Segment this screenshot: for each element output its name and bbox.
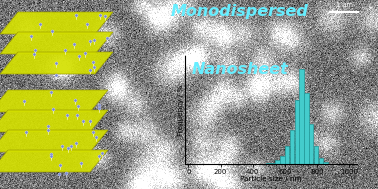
Polygon shape xyxy=(0,90,108,112)
Text: Nanosheet: Nanosheet xyxy=(192,62,288,77)
Polygon shape xyxy=(0,52,113,74)
Polygon shape xyxy=(0,12,113,34)
Polygon shape xyxy=(0,150,108,172)
Text: 1 μm: 1 μm xyxy=(336,2,352,8)
Text: Monodispersed: Monodispersed xyxy=(171,4,309,19)
Polygon shape xyxy=(0,130,108,152)
Polygon shape xyxy=(0,32,113,54)
Polygon shape xyxy=(0,110,108,132)
